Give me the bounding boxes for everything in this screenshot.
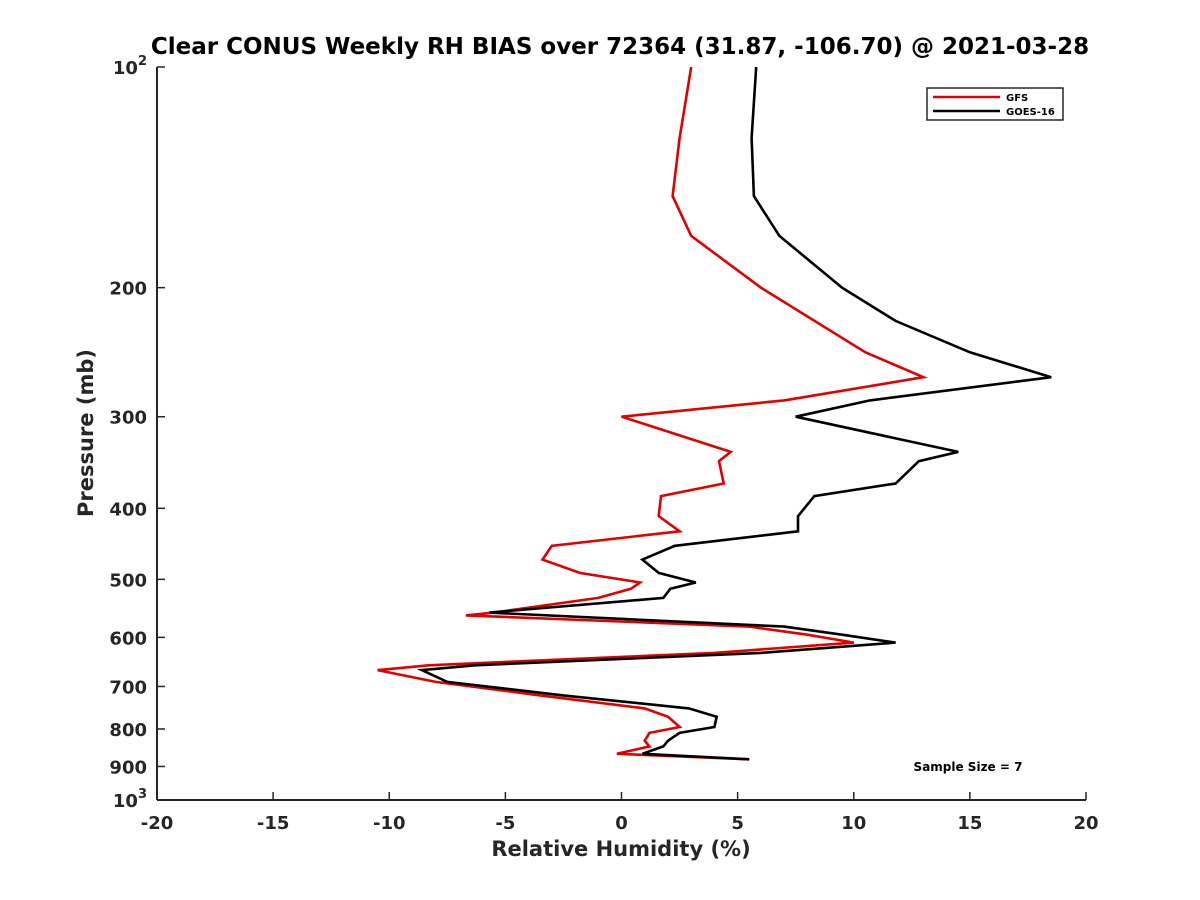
series-line-goes-16 — [416, 66, 1052, 761]
y-tick-label-exponent: 2 — [138, 54, 147, 69]
x-tick-label: 15 — [957, 813, 982, 834]
legend: GFS GOES-16 — [926, 87, 1064, 121]
x-tick-label: -15 — [257, 813, 290, 834]
x-tick-label: 5 — [731, 813, 744, 834]
y-tick-label: 400 — [109, 499, 147, 520]
x-tick-label: 20 — [1073, 813, 1098, 834]
x-tick-label: -20 — [141, 813, 174, 834]
sample-size-annotation: Sample Size = 7 — [914, 760, 1023, 774]
y-tick-label: 102 — [113, 54, 147, 79]
x-axis-label: Relative Humidity (%) — [491, 837, 750, 861]
y-tick-label: 600 — [109, 628, 147, 649]
y-tick-label: 500 — [109, 570, 147, 591]
series-line-gfs — [377, 66, 928, 761]
x-axis-ticks: -20 -15 -10 -5 0 5 10 15 20 — [141, 792, 1099, 834]
legend-label-goes16: GOES-16 — [1006, 107, 1055, 118]
x-tick-label: 0 — [615, 813, 628, 834]
y-tick-label-base: 400 — [109, 499, 147, 520]
y-tick-label-base: 10 — [113, 791, 138, 812]
x-tick-label: -5 — [495, 813, 515, 834]
y-tick-label-base: 200 — [109, 279, 147, 300]
y-tick-label: 700 — [109, 677, 147, 698]
x-tick-label: -10 — [373, 813, 406, 834]
y-tick-label: 900 — [109, 757, 147, 778]
plot-area — [156, 67, 1086, 801]
y-axis-label: Pressure (mb) — [74, 349, 98, 517]
x-tick-label: 10 — [841, 813, 866, 834]
y-tick-label-base: 10 — [113, 58, 138, 79]
series-lines — [377, 66, 1052, 761]
y-tick-label-exponent: 3 — [138, 787, 147, 802]
legend-label-gfs: GFS — [1006, 93, 1028, 104]
chart-title: Clear CONUS Weekly RH BIAS over 72364 (3… — [151, 34, 1089, 60]
y-tick-label-base: 700 — [109, 677, 147, 698]
y-tick-label: 300 — [109, 408, 147, 429]
y-tick-label: 800 — [109, 720, 147, 741]
y-tick-label-base: 800 — [109, 720, 147, 741]
y-tick-label: 103 — [113, 787, 147, 812]
legend-box — [926, 87, 1064, 121]
y-tick-label-base: 300 — [109, 408, 147, 429]
y-tick-label-base: 600 — [109, 628, 147, 649]
y-tick-label-base: 900 — [109, 757, 147, 778]
y-tick-label: 200 — [109, 279, 147, 300]
y-tick-label-base: 500 — [109, 570, 147, 591]
